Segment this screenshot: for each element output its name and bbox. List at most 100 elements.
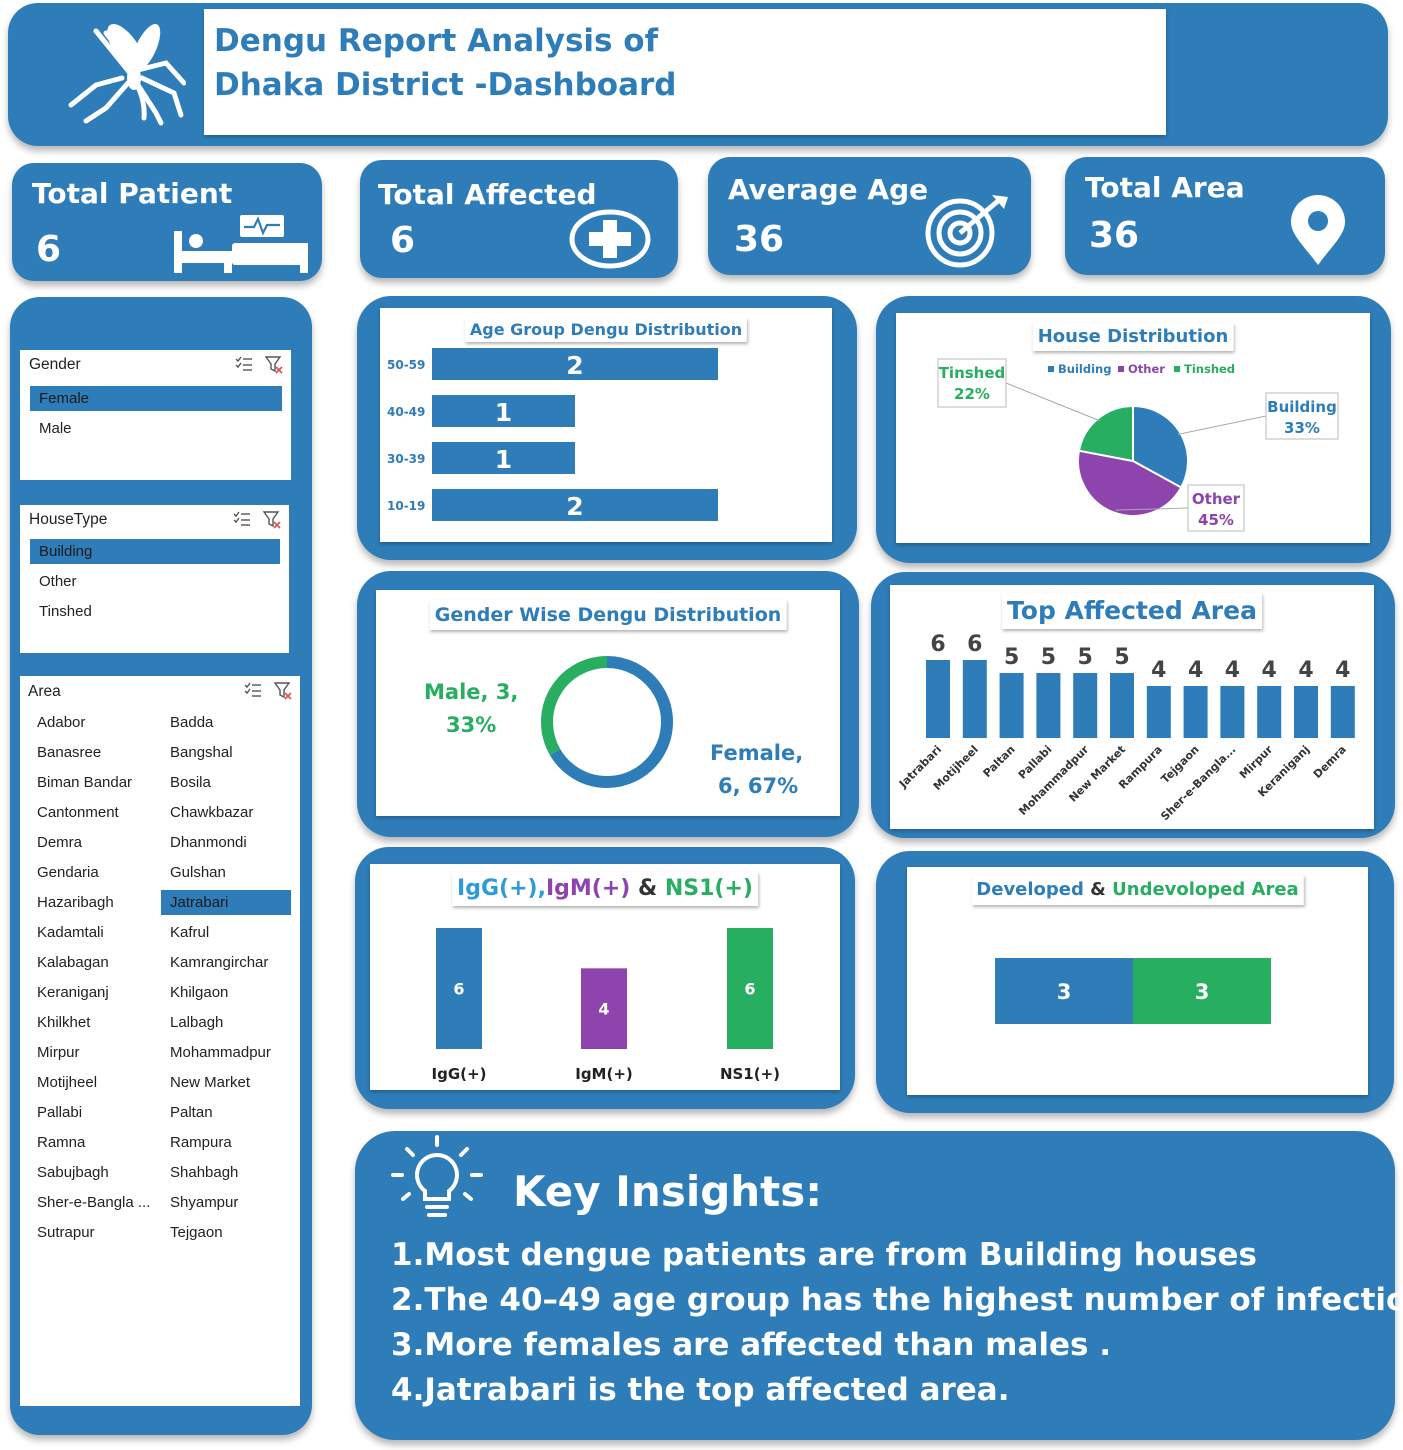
slicer-item-area[interactable]: Shyampur	[170, 1194, 239, 1211]
slicer-header: Area	[28, 683, 61, 700]
slicer-item-area[interactable]: Banasree	[37, 744, 102, 761]
slicer-item-area[interactable]: Kamrangirchar	[170, 954, 269, 971]
developed-data-label: 3	[1195, 980, 1210, 1004]
area-tick-label: Demra	[1311, 743, 1349, 781]
tests-chart: IgG(+),IgM(+) & NS1(+) 6 IgG(+) 4 IgM(+) 6 NS…	[370, 864, 840, 1090]
slicer-item-area[interactable]: Sutrapur	[37, 1224, 95, 1241]
slicer-item-area[interactable]: Mohammadpur	[170, 1044, 271, 1061]
age-tick-label: 30-39	[387, 452, 425, 466]
slicer-item-area[interactable]: Kalabagan	[37, 954, 109, 971]
slicer-item-male[interactable]: Male	[39, 420, 72, 437]
slicer-item-area[interactable]: Biman Bandar	[37, 774, 133, 791]
kpi-total-affected: Total Affected 6	[360, 160, 678, 278]
slicer-item-area[interactable]: Gulshan	[170, 864, 226, 881]
house-callout-label: Tinshed	[939, 364, 1006, 382]
slicer-item-area[interactable]: Adabor	[37, 714, 86, 731]
slicer-item-area[interactable]: Motijheel	[37, 1074, 98, 1091]
location-pin-icon	[1291, 195, 1345, 265]
house-legend-swatch	[1118, 366, 1124, 372]
female-label-2: 6, 67%	[718, 774, 799, 798]
slicer-item-area[interactable]: Sabujbagh	[37, 1164, 109, 1181]
slicer-item-female[interactable]: Female	[30, 386, 282, 411]
slicer-header: HouseType	[29, 511, 108, 528]
test-tick-label: IgM(+)	[575, 1065, 633, 1083]
area-slicer: Area Adabor Badda Banasree Bangshal Biman Ba…	[20, 676, 300, 1406]
slicer-item-area[interactable]: Demra	[37, 834, 83, 851]
slicer-item-area[interactable]: Rampura	[170, 1134, 232, 1151]
slicer-item-area[interactable]: Gendaria	[37, 864, 99, 881]
house-pie-slice	[1132, 404, 1189, 489]
hospital-bed-icon	[174, 215, 308, 273]
top-area-bars: 6Jatrabari6Motijheel5Paltan5Pallabi5Moha…	[896, 632, 1355, 823]
clear-filter-icon[interactable]	[263, 511, 281, 529]
house-legend-item: Other	[1128, 362, 1165, 376]
test-bar	[727, 928, 773, 1049]
area-data-label: 5	[1078, 645, 1093, 670]
multi-select-icon[interactable]	[235, 356, 253, 372]
key-insights-panel: Key Insights: 1.Most dengue patients are…	[355, 1131, 1403, 1440]
area-bar	[1257, 686, 1282, 738]
slicer-item-area[interactable]: Pallabi	[37, 1104, 83, 1121]
slicer-item-area[interactable]: Hazaribagh	[37, 894, 114, 911]
slicer-item-building[interactable]: Building	[30, 539, 280, 564]
kpi-value: 36	[1089, 215, 1140, 256]
female-label-1: Female,	[710, 741, 804, 765]
slicer-item-area[interactable]: Ramna	[37, 1134, 86, 1151]
slicer-item-tinshed[interactable]: Tinshed	[39, 603, 92, 620]
kpi-value: 6	[36, 229, 62, 270]
house-distribution-chart: House Distribution Building Other Tinshed B…	[896, 313, 1370, 543]
area-bar	[1036, 673, 1061, 738]
house-legend-swatch	[1048, 366, 1054, 372]
clear-filter-icon[interactable]	[274, 682, 292, 700]
area-bar	[1330, 686, 1355, 738]
slicer-item-area[interactable]: Khilgaon	[170, 984, 229, 1001]
house-legend-item: Building	[1058, 362, 1111, 376]
test-data-label: 6	[453, 980, 464, 999]
slicer-item-area[interactable]: Khilkhet	[37, 1014, 91, 1031]
house-callout-value: 22%	[954, 385, 990, 403]
age-data-label: 1	[495, 445, 512, 474]
slicer-item-area[interactable]: Sher-e-Bangla ...	[37, 1194, 151, 1211]
slicer-item-area[interactable]: Keraniganj	[37, 984, 109, 1001]
slicer-item-area[interactable]: Chawkbazar	[170, 804, 254, 821]
kpi-label: Total Patient	[32, 177, 233, 210]
slicer-item-area[interactable]: Shahbagh	[170, 1164, 239, 1181]
chart-title: Developed & Undevoloped Area	[971, 875, 1304, 905]
multi-select-icon[interactable]	[244, 682, 262, 698]
slicer-item-area[interactable]: Lalbagh	[170, 1014, 224, 1031]
male-label-1: Male, 3,	[424, 680, 519, 704]
slicer-item-area[interactable]: Tejgaon	[170, 1224, 223, 1241]
house-callout-label: Building	[1267, 398, 1337, 416]
slicer-item-area[interactable]: Dhanmondi	[170, 834, 247, 851]
area-data-label: 6	[967, 632, 982, 657]
slicer-item-area[interactable]: Kadamtali	[37, 924, 104, 941]
house-pie-slice	[1077, 404, 1134, 463]
slicer-item-area[interactable]: Cantonment	[37, 804, 119, 821]
age-tick-label: 50-59	[387, 358, 425, 372]
slicer-item-other[interactable]: Other	[39, 573, 77, 590]
slicer-item-area[interactable]: Jatrabari	[161, 890, 291, 915]
slicer-item-area[interactable]: New Market	[170, 1074, 251, 1091]
slicer-item-area[interactable]: Paltan	[170, 1104, 213, 1121]
age-data-label: 2	[566, 492, 583, 521]
area-bar	[1146, 686, 1171, 738]
slicer-item-area[interactable]: Bangshal	[170, 744, 233, 761]
area-data-label: 4	[1298, 658, 1313, 683]
slicer-item-area[interactable]: Bosila	[170, 774, 211, 791]
gender-chart: Gender Wise Dengu Distribution Male, 3, …	[376, 590, 840, 816]
multi-select-icon[interactable]	[233, 511, 251, 527]
kpi-label: Total Affected	[378, 178, 597, 211]
gender-donut-segment	[541, 656, 608, 755]
age-bar	[432, 348, 718, 380]
age-bar	[432, 489, 718, 521]
clear-filter-icon[interactable]	[265, 356, 283, 374]
chart-title: IgG(+),IgM(+) & NS1(+)	[452, 872, 758, 906]
slicer-item-area[interactable]: Mirpur	[37, 1044, 80, 1061]
chart-title: House Distribution	[1032, 323, 1234, 351]
top-area-chart: Top Affected Area 6 Jatrabari 6 Motijheel 5 P…	[890, 585, 1374, 829]
slicer-item-area[interactable]: Badda	[170, 714, 214, 731]
title-line-2: Dhaka District -Dashboard	[214, 67, 677, 103]
insight-4: 4.Jatrabari is the top affected area.	[391, 1372, 1010, 1408]
slicer-item-area[interactable]: Kafrul	[170, 924, 210, 941]
